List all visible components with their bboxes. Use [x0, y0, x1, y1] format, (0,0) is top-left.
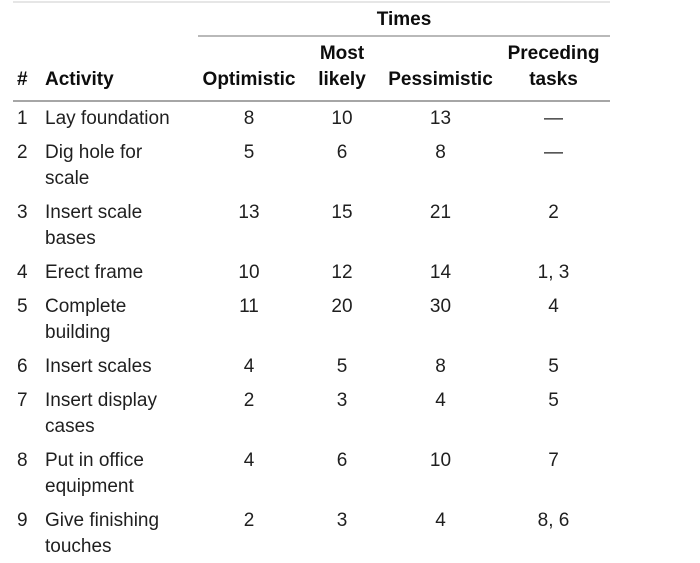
table-row: 4 Erect frame 10 12 14 1, 3	[13, 256, 610, 290]
row-num: 2	[17, 142, 28, 163]
preceding-tasks-value: 8, 6	[497, 504, 611, 563]
times-group-spacer	[13, 2, 198, 36]
row-num: 9	[13, 504, 45, 563]
activity-times-table: Times # Activity Optimistic Most likely …	[13, 1, 611, 563]
preceding-tasks-value: 2	[548, 202, 559, 223]
row-num: 5	[17, 296, 28, 317]
optimistic-value: 2	[243, 390, 255, 411]
preceding-tasks-value: 5	[548, 356, 559, 377]
optimistic-value: 5	[243, 142, 255, 163]
preceding-tasks-value: 4	[548, 296, 559, 317]
column-header-optimistic: Optimistic	[198, 36, 300, 102]
preceding-tasks-value: —	[544, 142, 563, 163]
column-header-num: #	[13, 36, 45, 102]
activity-name: Dig hole for scale	[45, 142, 143, 189]
row-num: 1	[17, 108, 28, 129]
most-likely-value: 15	[331, 202, 353, 223]
most-likely-value: 6	[336, 450, 348, 471]
pessimistic-value: 30	[429, 296, 452, 317]
pessimistic-value: 4	[435, 390, 446, 411]
times-group-header: Times	[198, 2, 611, 37]
activity-name: Insert scales	[45, 356, 152, 377]
row-num: 8	[17, 450, 28, 471]
column-header-preceding-tasks: Preceding tasks	[497, 36, 611, 102]
optimistic-value: 11	[239, 296, 259, 317]
most-likely-value: 3	[300, 504, 384, 563]
pessimistic-value: 8	[435, 142, 446, 163]
table-row: 9 Give finishing touches 2 3 4 8, 6	[13, 504, 611, 563]
table-row: 8 Put in office equipment 4 6 10 7	[13, 444, 610, 504]
activity-name: Give finishing touches	[45, 504, 198, 563]
most-likely-value: 3	[336, 390, 348, 411]
row-num: 6	[17, 356, 28, 377]
activity-name: Put in office equipment	[45, 450, 144, 497]
optimistic-value: 8	[243, 108, 255, 129]
most-likely-value: 20	[331, 296, 353, 317]
preceding-tasks-value: 5	[548, 390, 559, 411]
column-header-pessimistic: Pessimistic	[384, 36, 497, 102]
activity-name: Insert scale bases	[45, 202, 143, 249]
most-likely-value: 6	[336, 142, 348, 163]
table-row: 3 Insert scale bases 13 15 21 2	[13, 196, 610, 256]
times-group-row: Times	[13, 2, 611, 37]
row-num: 7	[17, 390, 28, 411]
table-row: 6 Insert scales 4 5 8 5	[13, 350, 610, 384]
column-header-row: # Activity Optimistic Most likely Pessim…	[13, 36, 611, 102]
pessimistic-value: 4	[384, 504, 497, 563]
pessimistic-value: 21	[429, 202, 452, 223]
most-likely-value: 12	[331, 262, 353, 283]
most-likely-value: 10	[331, 108, 353, 129]
preceding-tasks-value: —	[544, 108, 563, 129]
optimistic-value: 13	[238, 202, 260, 223]
preceding-tasks-value: 7	[548, 450, 559, 471]
table-row: 2 Dig hole for scale 5 6 8 —	[13, 136, 610, 196]
optimistic-value: 2	[198, 504, 300, 563]
table-row: 5 Complete building 11 20 30 4	[13, 290, 610, 350]
preceding-tasks-value: 1, 3	[537, 262, 570, 283]
row-num: 4	[17, 262, 28, 283]
table-row: 7 Insert display cases 2 3 4 5	[13, 384, 610, 444]
column-header-most-likely: Most likely	[300, 36, 384, 102]
table-row: 1 Lay foundation 8 10 13 —	[13, 101, 610, 136]
table-body: 1 Lay foundation 8 10 13 — 2 Dig hole for scale…	[13, 101, 611, 563]
activity-name: Insert display cases	[45, 390, 157, 437]
activity-name: Lay foundation	[45, 108, 170, 129]
row-num: 3	[17, 202, 28, 223]
activity-name: Complete building	[45, 296, 127, 343]
column-header-activity: Activity	[45, 36, 198, 102]
optimistic-value: 4	[243, 450, 255, 471]
pessimistic-value: 8	[435, 356, 446, 377]
pessimistic-value: 14	[429, 262, 452, 283]
optimistic-value: 4	[243, 356, 255, 377]
pessimistic-value: 13	[429, 108, 452, 129]
most-likely-value: 5	[336, 356, 348, 377]
activity-name: Erect frame	[45, 262, 144, 283]
pessimistic-value: 10	[429, 450, 452, 471]
optimistic-value: 10	[238, 262, 260, 283]
